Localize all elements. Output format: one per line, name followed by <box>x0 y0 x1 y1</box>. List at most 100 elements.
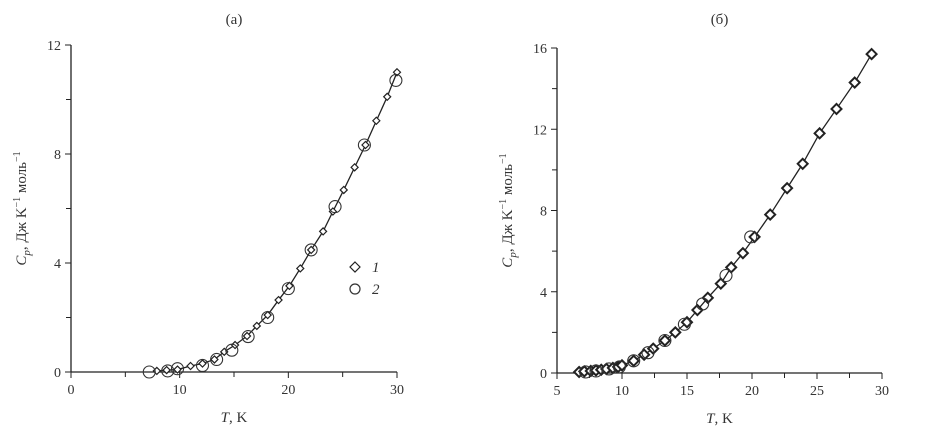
data-point-series-1 <box>627 354 641 368</box>
fit-curve <box>156 72 398 372</box>
data-point-series-1 <box>736 246 750 260</box>
data-point-series-1 <box>780 181 794 195</box>
data-point-series-1 <box>382 92 392 102</box>
x-tick-label: 0 <box>68 383 75 398</box>
data-point-series-1 <box>274 295 283 305</box>
y-label-unit: , Дж K <box>500 209 516 252</box>
y-tick-label: 0 <box>540 367 547 382</box>
data-point-series-2 <box>142 365 156 379</box>
panel-title: (а) <box>226 12 243 28</box>
y-label-exp: −1 <box>12 197 23 208</box>
x-tick-label: 15 <box>680 384 694 399</box>
y-tick-label: 0 <box>54 366 61 381</box>
data-point-series-1 <box>350 163 359 172</box>
x-label-var: T <box>221 410 231 426</box>
data-point-series-2 <box>677 317 691 331</box>
y-tick-label: 4 <box>54 257 61 272</box>
data-point-series-2 <box>696 297 710 311</box>
data-point-series-1 <box>701 291 715 305</box>
data-point-series-2 <box>589 364 603 378</box>
data-point-series-2 <box>357 138 371 152</box>
data-point-series-1 <box>763 208 777 221</box>
y-label-unit2: моль <box>500 164 516 199</box>
y-label-exp2: −1 <box>498 153 509 164</box>
x-label-unit: , K <box>229 410 248 426</box>
data-point-series-2 <box>328 200 342 214</box>
y-label-sub: p <box>21 250 33 257</box>
y-label-unit2: моль <box>14 162 30 197</box>
y-label-exp2: −1 <box>12 151 23 162</box>
data-point-series-2 <box>641 346 655 360</box>
y-label-sub: p <box>507 252 519 259</box>
data-point-series-2 <box>719 268 733 283</box>
data-point-series-1 <box>198 359 207 368</box>
y-tick-label: 12 <box>47 39 61 54</box>
x-tick-label: 30 <box>390 383 404 398</box>
y-axis-label: Cp, Дж K−1 моль−1 <box>498 153 519 267</box>
data-point-series-1 <box>263 310 273 320</box>
x-tick-label: 20 <box>745 384 759 399</box>
data-point-series-2 <box>612 360 626 374</box>
data-point-series-2 <box>744 230 758 244</box>
y-axis-label: Cp, Дж K−1 моль−1 <box>12 151 33 265</box>
data-point-series-1 <box>372 116 381 126</box>
y-tick-label: 4 <box>540 286 547 301</box>
data-point-series-1 <box>615 358 629 372</box>
data-point-series-2 <box>304 243 318 257</box>
x-label-var: T <box>706 411 716 427</box>
data-point-series-1 <box>748 230 762 244</box>
legend-label-2: 2 <box>372 282 380 298</box>
legend-marker-circle <box>349 283 361 295</box>
data-point-series-2 <box>210 352 224 367</box>
data-point-series-1 <box>162 365 171 375</box>
data-point-series-1 <box>813 126 827 140</box>
x-tick-label: 10 <box>173 383 187 398</box>
data-point-series-2 <box>658 333 672 348</box>
data-point-series-2 <box>241 330 255 344</box>
y-label-var: C <box>14 255 30 266</box>
data-point-series-1 <box>186 361 195 371</box>
data-point-series-1 <box>361 140 370 150</box>
data-point-series-2 <box>225 343 239 357</box>
data-point-series-2 <box>602 362 616 376</box>
data-point-series-1 <box>173 365 182 374</box>
y-tick-label: 8 <box>54 148 61 163</box>
y-tick-label: 12 <box>533 123 547 138</box>
data-point-series-1 <box>318 227 328 236</box>
legend-marker-diamond <box>349 261 361 273</box>
data-point-series-1 <box>668 325 682 339</box>
x-label-unit: , K <box>715 411 734 427</box>
y-label-var: C <box>500 257 516 268</box>
legend-label-1: 1 <box>372 260 380 276</box>
data-point-series-2 <box>281 282 295 296</box>
fit-curve <box>579 53 873 373</box>
x-tick-label: 20 <box>281 383 295 398</box>
x-tick-label: 25 <box>810 384 824 399</box>
data-point-series-2 <box>161 364 175 378</box>
data-point-series-1 <box>328 207 338 216</box>
data-point-series-2 <box>627 354 641 368</box>
x-axis-label: T, K <box>706 411 733 427</box>
data-point-series-1 <box>252 321 262 331</box>
data-point-series-1 <box>339 185 349 195</box>
data-point-series-2 <box>579 365 593 379</box>
data-point-series-1 <box>865 47 879 61</box>
data-point-series-1 <box>285 281 294 291</box>
data-point-series-1 <box>658 334 672 347</box>
y-label-exp: −1 <box>498 199 509 210</box>
data-point-series-1 <box>210 355 219 364</box>
data-point-series-1 <box>796 157 810 171</box>
data-point-series-2 <box>389 73 403 87</box>
data-point-series-2 <box>195 358 210 373</box>
data-point-series-1 <box>242 331 252 341</box>
x-tick-label: 30 <box>875 384 889 399</box>
x-axis-label: T, K <box>221 410 248 426</box>
data-point-series-1 <box>848 76 862 89</box>
data-point-series-1 <box>306 245 316 255</box>
data-point-series-2 <box>170 362 185 376</box>
data-point-series-1 <box>830 102 843 116</box>
x-tick-label: 10 <box>615 384 629 399</box>
